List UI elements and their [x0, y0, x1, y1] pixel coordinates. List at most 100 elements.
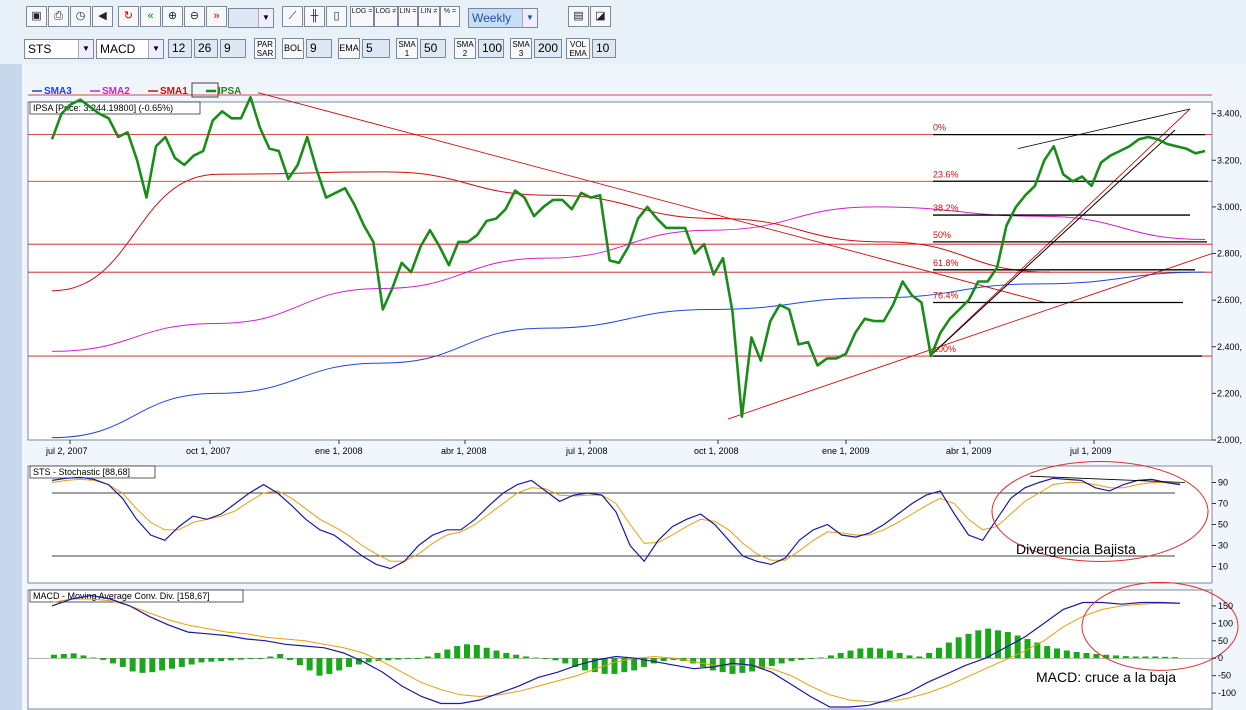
macd-histogram-bar [709, 658, 716, 671]
log-equal-button[interactable]: LOG = [350, 6, 374, 27]
parsar-button[interactable]: PAR SAR [254, 38, 276, 59]
macd-fast-field[interactable]: 12 [168, 39, 192, 58]
macd-histogram-bar [513, 654, 520, 659]
bar-chart-icon[interactable]: ╫ [304, 6, 325, 27]
macd-histogram-bar [473, 644, 480, 659]
macd-histogram-bar [808, 658, 815, 660]
macd-histogram-bar [542, 658, 549, 660]
macd-y-label: 0 [1218, 653, 1223, 663]
macd-histogram-bar [621, 658, 628, 673]
chart-settings-icon[interactable]: ▤ [568, 6, 589, 27]
refresh-icon[interactable]: ↻ [118, 6, 139, 27]
macd-slow-field[interactable]: 26 [194, 39, 218, 58]
rewind-icon[interactable]: « [140, 6, 161, 27]
sma1-line [51, 171, 1051, 292]
bol-field[interactable]: 9 [306, 39, 332, 58]
macd-histogram-bar [1034, 642, 1041, 659]
sma1-button[interactable]: SMA 1 [396, 38, 418, 59]
speaker-icon[interactable]: ◀ [92, 6, 113, 27]
macd-histogram-bar [208, 658, 215, 662]
lin-unequal-button[interactable]: LIN ≠ [418, 6, 440, 27]
macd-histogram-bar [287, 658, 293, 660]
print-icon[interactable]: ⎙ [48, 6, 69, 27]
stochastic-annotation: Divergencia Bajista [1016, 541, 1136, 557]
ema-field[interactable]: 5 [362, 39, 390, 58]
fibonacci-label: 76.4% [933, 290, 959, 300]
macd-histogram-bar [228, 658, 234, 661]
date-label: abr 1, 2008 [441, 446, 487, 456]
sma2-field[interactable]: 100 [478, 39, 504, 58]
legend-ipsa: IPSA [218, 86, 241, 97]
macd-annotation: MACD: cruce a la baja [1036, 669, 1176, 685]
macd-histogram-bar [1024, 639, 1031, 659]
macd-histogram-bar [1004, 632, 1011, 659]
bol-button[interactable]: BOL [282, 38, 304, 59]
indicator-select[interactable]: MACD ▼ [96, 39, 164, 59]
macd-histogram-bar [355, 658, 362, 665]
legend-ipsa-box [191, 82, 219, 98]
price-title-box [29, 101, 201, 115]
price-y-label: 3.400, [1217, 109, 1242, 119]
macd-histogram-bar [198, 658, 205, 663]
candlestick-icon[interactable]: ▯ [326, 6, 347, 27]
stochastic-y-label: 10 [1218, 562, 1228, 572]
log-unequal-button[interactable]: LOG ≠ [374, 6, 398, 27]
resistance-black-line [1017, 108, 1191, 150]
macd-histogram-bar [178, 658, 185, 667]
clock-icon[interactable]: ◷ [70, 6, 91, 27]
period-select[interactable]: Weekly ▼ [468, 8, 538, 28]
macd-histogram-bar [218, 658, 225, 661]
macd-histogram-bar [247, 658, 254, 660]
macd-histogram-bar [454, 646, 461, 659]
macd-histogram-bar [1132, 656, 1139, 659]
macd-histogram-bar [110, 658, 116, 664]
macd-histogram-bar [857, 648, 864, 659]
macd-histogram-bar [916, 656, 923, 659]
volema-field[interactable]: 10 [592, 39, 616, 58]
macd-histogram-bar [945, 642, 952, 659]
macd-histogram-bar [444, 649, 451, 659]
sma3-button[interactable]: SMA 3 [510, 38, 532, 59]
zoom-select[interactable]: ▼ [228, 8, 274, 28]
sma2-button[interactable]: SMA 2 [454, 38, 476, 59]
macd-histogram-bar [296, 658, 303, 666]
date-label: oct 1, 2007 [186, 446, 231, 456]
ema-button[interactable]: EMA [338, 38, 360, 59]
macd-histogram-bar [365, 658, 372, 663]
window-icon[interactable]: ▣ [26, 6, 47, 27]
zoom-in-icon[interactable]: ⊕ [162, 6, 183, 27]
macd-histogram-bar [306, 658, 313, 671]
macd-signal-field[interactable]: 9 [220, 39, 246, 58]
stochastic-y-label: 70 [1218, 499, 1228, 509]
macd-histogram-bar [385, 658, 392, 661]
sma1-field[interactable]: 50 [420, 39, 446, 58]
macd-histogram-bar [129, 658, 136, 672]
legend-sma1: SMA1 [160, 86, 188, 97]
lin-equal-button[interactable]: LIN = [398, 6, 418, 27]
percent-button[interactable]: % = [440, 6, 460, 27]
macd-histogram-bar [867, 647, 874, 659]
macd-line [51, 594, 1181, 708]
macd-histogram-bar [827, 655, 834, 659]
stochastic-divergence-line [1029, 475, 1186, 483]
macd-histogram-bar [660, 658, 667, 661]
stochastic-panel [27, 465, 1213, 584]
volema-button[interactable]: VOL EMA [566, 38, 590, 59]
line-chart-icon[interactable]: ⟋ [282, 6, 303, 27]
macd-histogram-bar [690, 658, 697, 664]
macd-histogram-bar [562, 658, 569, 664]
legend-sma3: SMA3 [44, 86, 72, 97]
macd-histogram-bar [1152, 656, 1159, 659]
fast-forward-icon[interactable]: » [206, 6, 227, 27]
macd-histogram-bar [670, 658, 677, 660]
properties-icon[interactable]: ◪ [590, 6, 611, 27]
zoom-out-icon[interactable]: ⊖ [184, 6, 205, 27]
chart-area[interactable]: SMA3 SMA2 SMA1 IPSA IPSA [Price: 3.244.19800… [0, 64, 1246, 710]
macd-histogram-bar [975, 630, 982, 659]
symbol-select[interactable]: STS ▼ [24, 39, 94, 59]
fibonacci-label: 100% [933, 344, 956, 354]
macd-histogram-bar [1142, 656, 1149, 659]
sma3-field[interactable]: 200 [534, 39, 562, 58]
macd-y-label: 150 [1218, 601, 1233, 611]
macd-histogram-bar [729, 658, 736, 674]
